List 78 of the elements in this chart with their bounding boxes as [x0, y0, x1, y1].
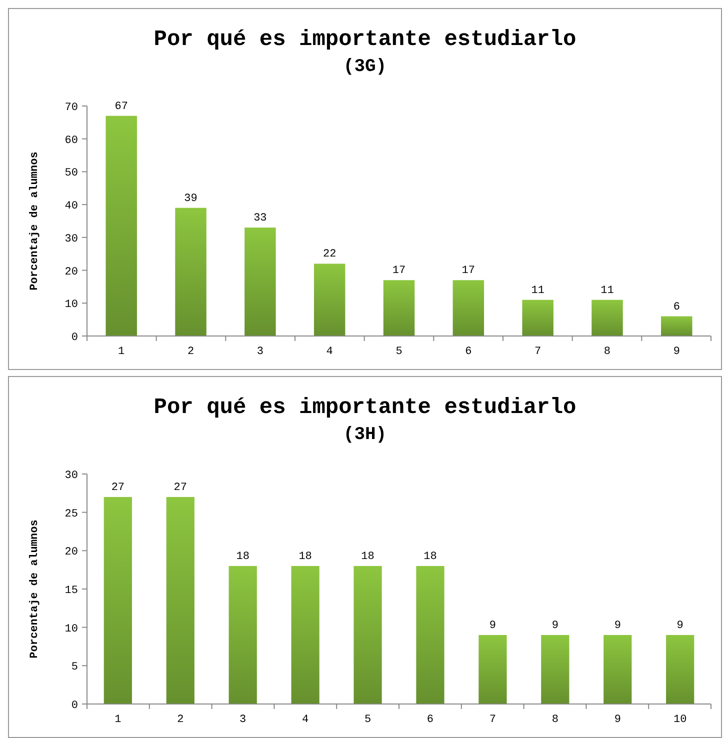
bar — [104, 497, 132, 704]
x-tick-label: 8 — [604, 346, 611, 358]
chart-subtitle: (3H) — [343, 425, 387, 445]
y-tick-label: 5 — [71, 662, 78, 674]
x-tick-label: 5 — [364, 714, 372, 726]
bar — [661, 316, 692, 336]
data-label: 33 — [254, 212, 267, 225]
y-tick-label: 50 — [64, 168, 78, 180]
data-label: 39 — [184, 192, 198, 205]
bar — [106, 116, 137, 336]
data-label: 22 — [322, 248, 336, 261]
bar — [291, 566, 320, 704]
y-tick-label: 15 — [64, 585, 78, 597]
bar — [244, 228, 276, 336]
chart-title: Por qué es importante estudiarlo — [154, 27, 576, 52]
bar — [592, 300, 623, 336]
y-tick-label: 10 — [64, 299, 78, 312]
data-label: 6 — [673, 301, 680, 314]
x-tick-label: 6 — [426, 714, 434, 726]
data-label: 18 — [361, 551, 374, 563]
x-tick-label: 2 — [187, 346, 194, 358]
x-tick-label: 8 — [552, 714, 558, 726]
data-label: 9 — [676, 620, 684, 632]
x-tick-label: 4 — [326, 346, 334, 358]
bar — [452, 280, 484, 336]
x-tick-label: 7 — [489, 714, 496, 726]
x-tick-label: 2 — [177, 714, 184, 726]
data-label: 18 — [298, 551, 312, 563]
bar — [541, 635, 570, 704]
x-tick-label: 10 — [673, 714, 687, 726]
bar — [228, 566, 257, 704]
data-label: 17 — [462, 265, 476, 278]
bar — [666, 635, 694, 704]
x-tick-label: 4 — [302, 714, 309, 726]
bar — [314, 264, 346, 336]
data-label: 17 — [392, 265, 406, 278]
x-tick-label: 7 — [534, 346, 542, 358]
data-label: 9 — [552, 620, 558, 632]
data-label: 27 — [111, 482, 125, 494]
y-axis-title: Porcentaje de alumnos — [29, 520, 41, 658]
data-label: 27 — [174, 482, 187, 494]
x-tick-label: 5 — [396, 346, 402, 358]
y-tick-label: 10 — [64, 623, 78, 636]
y-tick-label: 30 — [64, 233, 78, 246]
x-tick-label: 1 — [118, 346, 126, 358]
x-tick-label: 9 — [614, 714, 621, 726]
y-tick-label: 30 — [64, 470, 78, 482]
y-tick-label: 25 — [64, 508, 78, 520]
data-label: 9 — [614, 620, 621, 632]
data-label: 9 — [489, 620, 496, 632]
bar — [478, 635, 507, 704]
bar — [354, 566, 382, 704]
data-label: 18 — [236, 551, 250, 563]
x-tick-label: 9 — [673, 346, 680, 358]
y-axis-title: Porcentaje de alumnos — [29, 152, 41, 290]
chart-title: Por qué es importante estudiarlo — [154, 395, 576, 420]
x-tick-label: 3 — [256, 346, 264, 358]
data-label: 11 — [531, 284, 545, 297]
y-tick-label: 0 — [71, 700, 78, 712]
bar — [175, 208, 206, 336]
y-tick-label: 70 — [64, 102, 78, 114]
chart-subtitle: (3G) — [343, 57, 387, 77]
data-label: 11 — [600, 284, 614, 297]
y-tick-label: 0 — [71, 332, 78, 344]
x-tick-label: 3 — [240, 714, 246, 726]
data-label: 67 — [114, 100, 128, 113]
data-label: 18 — [424, 551, 437, 563]
y-tick-label: 40 — [64, 200, 78, 213]
bar — [522, 300, 554, 336]
y-tick-label: 20 — [64, 266, 78, 278]
bar — [383, 280, 415, 336]
y-tick-label: 60 — [64, 134, 78, 147]
x-tick-label: 1 — [114, 714, 122, 726]
bar — [166, 497, 194, 704]
y-tick-label: 20 — [64, 546, 78, 559]
bar — [604, 635, 632, 704]
x-tick-label: 6 — [465, 346, 472, 358]
bar — [416, 566, 444, 704]
